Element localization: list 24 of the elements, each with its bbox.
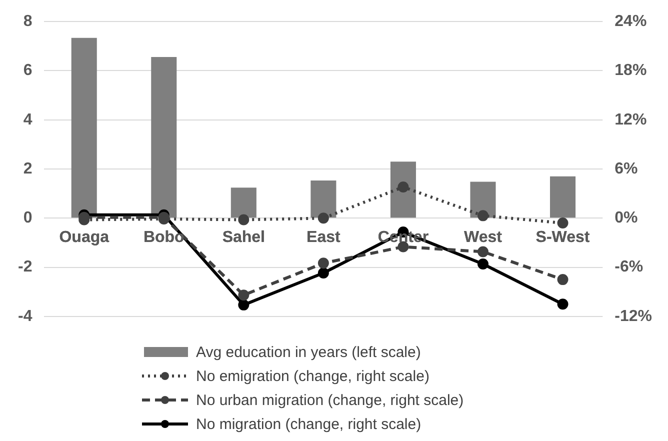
y-tick-label: 0: [23, 210, 32, 227]
x-tick-label: West: [464, 229, 503, 246]
x-tick-label: Sahel: [222, 229, 266, 246]
x-tick-label: Ouaga: [59, 229, 110, 246]
y2-tick-label: -12%: [614, 308, 652, 325]
y2-tick-label: 0%: [614, 210, 638, 227]
legend-label: No migration (change, right scale): [196, 416, 422, 432]
y2-tick-label: 12%: [614, 111, 647, 128]
x-tick-label: East: [306, 229, 342, 246]
y-tick-label: -2: [18, 258, 32, 276]
y-tick-label: 4: [23, 111, 32, 128]
x-tick-label: S-West: [536, 229, 590, 246]
y-tick-label: 6: [23, 62, 32, 80]
y-tick-label: 2: [23, 160, 32, 178]
y2-tick-label: 24%: [614, 13, 647, 30]
y-tick-label: 8: [23, 13, 32, 30]
y2-tick-label: -6%: [614, 258, 644, 276]
y2-tick-label: 6%: [614, 160, 638, 178]
x-tick-label: Bobo: [143, 229, 185, 246]
legend-label: No urban migration (change, right scale): [196, 392, 464, 408]
y-tick-label: -4: [18, 308, 32, 325]
y2-tick-label: 18%: [614, 62, 647, 80]
legend-label: No emigration (change, right scale): [196, 368, 430, 384]
legend-label: Avg education in years (left scale): [196, 344, 421, 360]
